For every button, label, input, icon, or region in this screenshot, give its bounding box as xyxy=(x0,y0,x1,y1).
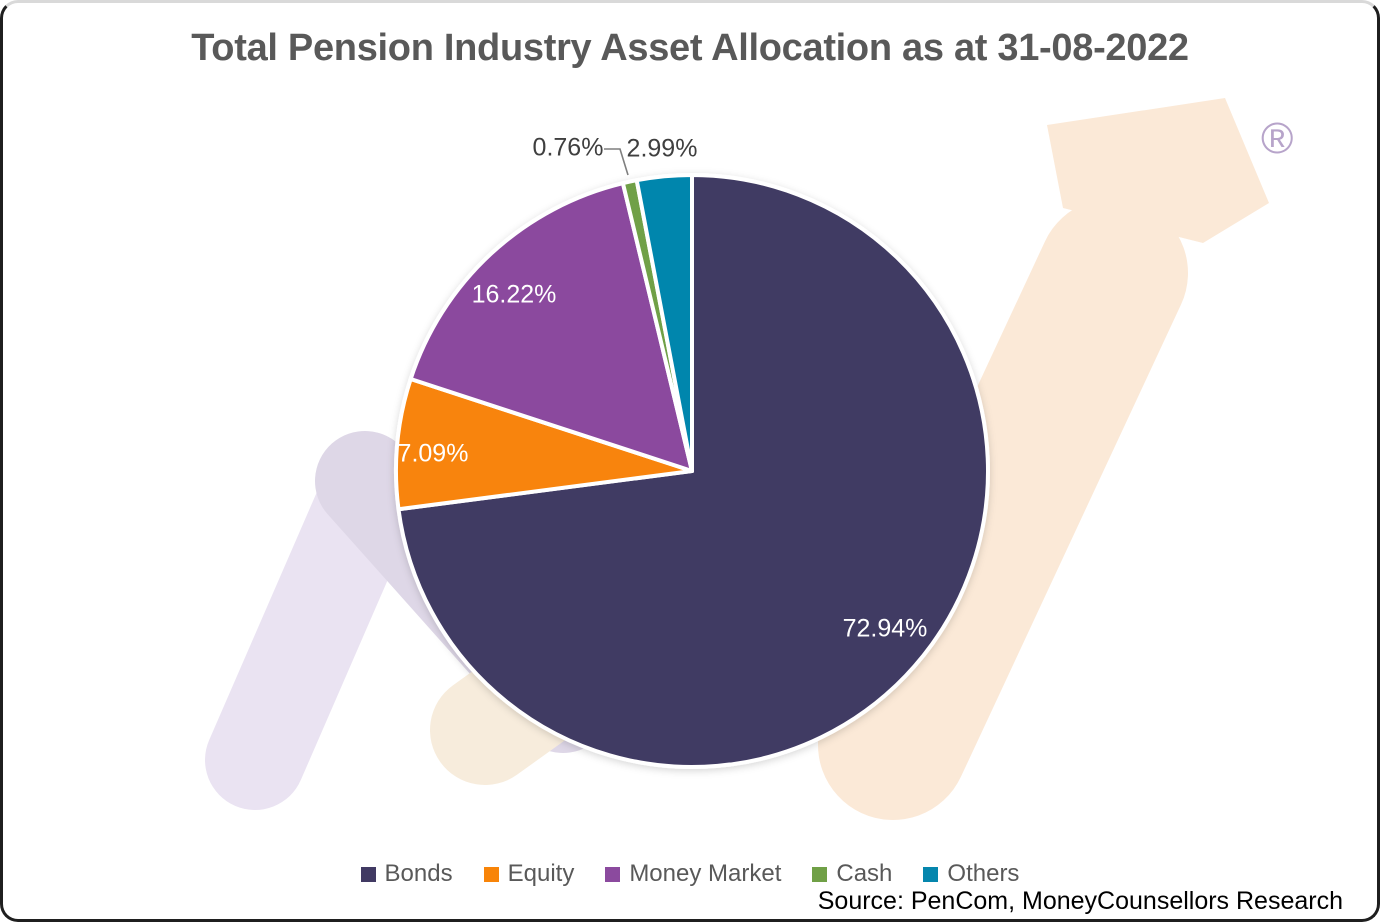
legend-swatch-cash xyxy=(812,866,828,882)
watermark-arrow-shaft xyxy=(818,198,1188,820)
data-label-equity: 7.09% xyxy=(397,439,469,468)
watermark-arrow-head xyxy=(1047,98,1269,243)
data-label-others: 2.99% xyxy=(626,134,698,163)
legend-item-equity: Equity xyxy=(483,860,575,888)
pie-slice-equity xyxy=(394,377,694,512)
pie-chart-svg xyxy=(205,98,1269,820)
legend-item-others: Others xyxy=(923,860,1019,888)
legend-label-bonds: Bonds xyxy=(384,860,453,887)
data-label-bonds: 72.94% xyxy=(842,614,928,643)
legend-label-equity: Equity xyxy=(507,860,575,887)
chart-title: Total Pension Industry Asset Allocation … xyxy=(191,27,1189,69)
legend-label-money-market: Money Market xyxy=(629,860,782,887)
legend-swatch-money-market xyxy=(605,866,621,882)
cash-label-leader-line xyxy=(604,148,629,176)
data-label-cash: 0.76% xyxy=(532,133,604,162)
legend: Bonds Equity Money Market Cash Others xyxy=(3,859,1377,889)
legend-item-money-market: Money Market xyxy=(605,860,781,888)
pie-slice-others xyxy=(634,173,694,473)
legend-swatch-bonds xyxy=(360,866,376,882)
source-credit: Source: PenCom, MoneyCounsellors Researc… xyxy=(817,887,1343,915)
legend-label-cash: Cash xyxy=(836,860,893,887)
pie-slice-money-market xyxy=(408,181,694,473)
data-label-money-market: 16.22% xyxy=(471,280,557,309)
legend-item-cash: Cash xyxy=(812,860,892,888)
legend-item-bonds: Bonds xyxy=(360,860,453,888)
pie xyxy=(394,173,990,769)
legend-swatch-others xyxy=(923,866,939,882)
legend-swatch-equity xyxy=(483,866,499,882)
legend-label-others: Others xyxy=(947,860,1020,887)
registered-trademark-icon: ® xyxy=(1261,114,1294,163)
